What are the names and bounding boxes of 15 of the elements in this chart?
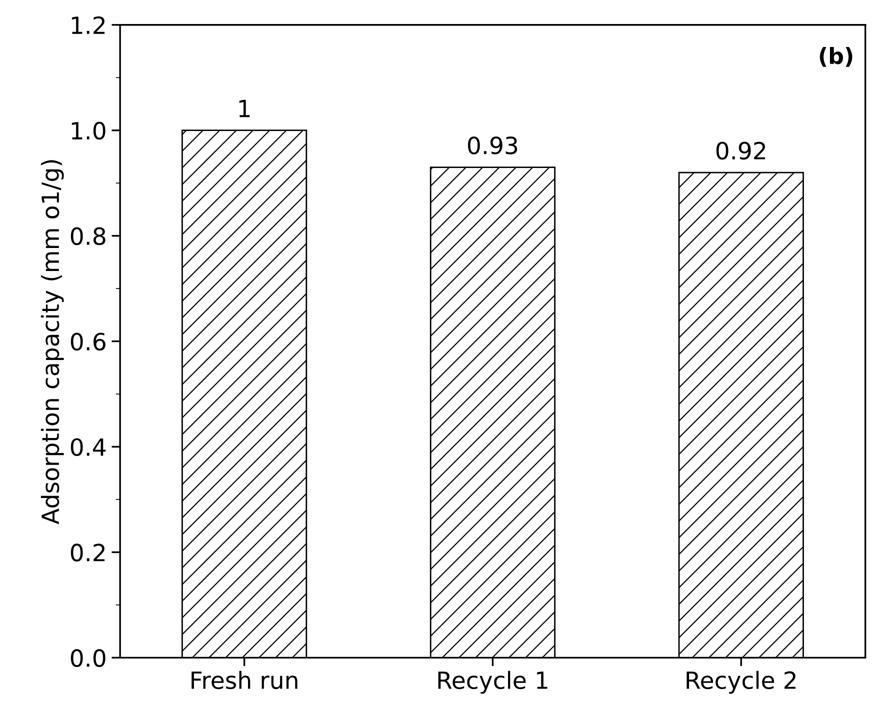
x-tick-label: Recycle 1 [438, 670, 548, 694]
x-tick-label: Recycle 2 [686, 670, 796, 694]
x-tick-label: Fresh run [192, 670, 298, 690]
y-tick-label: 0.6 [70, 332, 106, 351]
y-tick-label: 1.0 [72, 122, 106, 140]
y-tick-label: 0.0 [70, 649, 106, 667]
y-tick-label: 0.4 [70, 438, 106, 456]
y-tick-label: 1.2 [72, 16, 105, 34]
y-tick-label: 0.2 [70, 544, 105, 562]
y-tick-label: 0.8 [70, 227, 106, 246]
annotation: (b) [820, 47, 852, 67]
data-label: 0.93 [468, 136, 518, 154]
data-label: 1 [239, 100, 250, 118]
y-axis-title: Adsorption capacity (mm o1/g) [40, 160, 64, 524]
data-label: 0.92 [716, 142, 766, 160]
